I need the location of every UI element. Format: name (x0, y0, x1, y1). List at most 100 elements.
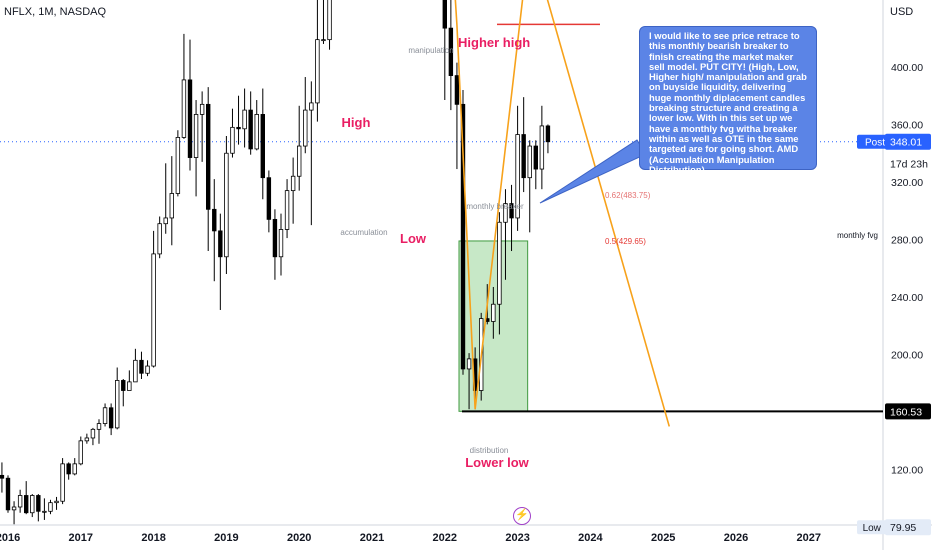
price-badge-bg (885, 133, 931, 150)
candle-2020-04[interactable] (315, 39, 320, 104)
candle-2016-08[interactable] (48, 502, 53, 512)
candle-2019-03[interactable] (236, 126, 241, 130)
candle-2017-12[interactable] (145, 365, 150, 374)
candle-2020-02[interactable] (303, 109, 308, 147)
candle-2017-11[interactable] (139, 359, 144, 374)
price-tick-label: 120.00 (891, 465, 923, 477)
candle-2017-01[interactable] (78, 440, 83, 465)
candle-2019-07[interactable] (260, 114, 265, 179)
candle-2023-02[interactable] (521, 134, 526, 179)
candle-2017-05[interactable] (102, 407, 108, 424)
candle-2022-10[interactable] (497, 221, 502, 305)
candle-2022-03[interactable] (454, 75, 460, 105)
candle-2019-01[interactable] (224, 152, 229, 258)
time-tick-label: 2025 (651, 532, 675, 544)
candle-2022-09[interactable] (491, 303, 496, 322)
candle-2023-04[interactable] (533, 145, 538, 170)
candle-2016-07[interactable] (42, 510, 47, 513)
candle-2018-03[interactable] (163, 217, 168, 225)
candle-2016-01[interactable] (5, 477, 11, 511)
candle-2023-03[interactable] (527, 145, 532, 179)
annotation-label[interactable]: monthly breaker (466, 202, 524, 211)
candle-2017-10[interactable] (133, 359, 138, 383)
candle-2019-08[interactable] (266, 177, 272, 220)
price-badge-bg (885, 519, 931, 536)
annotation-label[interactable]: Higher high (458, 35, 530, 50)
candle-2019-04[interactable] (242, 109, 247, 130)
candle-2017-09[interactable] (127, 381, 132, 391)
candle-2020-05[interactable] (321, 39, 326, 42)
price-badge-value[interactable]: 79.95 (890, 522, 916, 534)
price-badge-value[interactable]: 17d 23h (890, 158, 928, 170)
candle-2018-11[interactable] (212, 208, 217, 232)
annotation-label[interactable]: manipulation (408, 46, 453, 55)
candle-2016-09[interactable] (54, 500, 59, 504)
annotation-label[interactable]: accumulation (340, 228, 387, 237)
annotation-label[interactable]: 0.5(429.65) (605, 237, 646, 246)
candle-2017-02[interactable] (84, 437, 90, 442)
candle-2022-12[interactable] (509, 203, 514, 219)
candle-2022-11[interactable] (503, 203, 508, 223)
annotation-label[interactable]: High (342, 115, 371, 130)
currency-label[interactable]: USD (890, 6, 914, 18)
candle-2022-04[interactable] (460, 103, 466, 370)
price-badge-value[interactable]: 348.01 (890, 137, 922, 149)
time-tick-label: 2024 (578, 532, 603, 544)
candle-2018-02[interactable] (157, 223, 162, 255)
candle-2017-03[interactable] (90, 428, 96, 439)
candle-2016-10[interactable] (60, 463, 65, 502)
candle-2018-09[interactable] (199, 103, 205, 115)
candle-2022-01[interactable] (442, 0, 447, 29)
candle-2019-12[interactable] (290, 175, 296, 192)
candle-2016-11[interactable] (66, 463, 71, 475)
candle-2019-06[interactable] (254, 114, 259, 150)
candle-2015-12[interactable] (0, 474, 5, 479)
candle-2017-07[interactable] (115, 380, 120, 429)
candle-2016-03[interactable] (17, 495, 23, 508)
candle-2018-05[interactable] (175, 137, 181, 194)
candle-2016-04[interactable] (23, 495, 29, 514)
candle-2022-05[interactable] (466, 358, 472, 370)
annotation-label[interactable]: distribution (470, 446, 509, 455)
analysis-note[interactable]: I would like to see price retrace to thi… (639, 26, 817, 175)
candle-2018-07[interactable] (187, 79, 193, 158)
candle-2018-12[interactable] (218, 230, 223, 258)
candle-2018-01[interactable] (151, 253, 156, 367)
annotation-label[interactable]: 0.62(483.75) (605, 191, 651, 200)
candle-2016-12[interactable] (72, 463, 77, 475)
annotation-label[interactable]: Lower low (465, 455, 529, 470)
candle-2017-08[interactable] (121, 380, 126, 391)
time-tick-label: 2017 (69, 532, 93, 544)
candle-2016-06[interactable] (36, 495, 41, 512)
candle-2018-06[interactable] (181, 79, 187, 138)
candle-2017-04[interactable] (96, 423, 102, 430)
price-badge-value[interactable]: 160.53 (890, 406, 922, 418)
price-tag-label: Post (865, 138, 885, 149)
candle-2019-02[interactable] (230, 126, 235, 154)
candle-2019-10[interactable] (278, 229, 284, 258)
candle-2020-01[interactable] (296, 145, 302, 177)
annotation-label[interactable]: monthly fvg (837, 231, 878, 240)
candle-2022-02[interactable] (448, 27, 454, 76)
annotation-label[interactable]: Low (400, 231, 427, 246)
candle-2020-03[interactable] (309, 102, 314, 111)
candle-2016-05[interactable] (30, 495, 35, 514)
candle-2023-06[interactable] (545, 125, 551, 143)
candle-2023-01[interactable] (515, 134, 520, 219)
candle-2017-06[interactable] (108, 407, 114, 429)
flash-icon[interactable]: ⚡ (513, 507, 531, 525)
candle-2016-02[interactable] (11, 506, 17, 511)
candle-2018-08[interactable] (193, 114, 199, 158)
price-tag-bg (857, 520, 887, 535)
symbol-label[interactable]: NFLX, 1M, NASDAQ (4, 6, 107, 18)
candle-2018-10[interactable] (205, 103, 211, 210)
candle-2023-05[interactable] (539, 125, 545, 170)
candle-2018-04[interactable] (169, 193, 174, 219)
candle-2019-09[interactable] (272, 218, 278, 258)
candle-2019-11[interactable] (284, 190, 290, 230)
candle-2020-06[interactable] (327, 0, 332, 41)
candle-2019-05[interactable] (248, 109, 253, 150)
price-tick-label: 200.00 (891, 350, 923, 362)
